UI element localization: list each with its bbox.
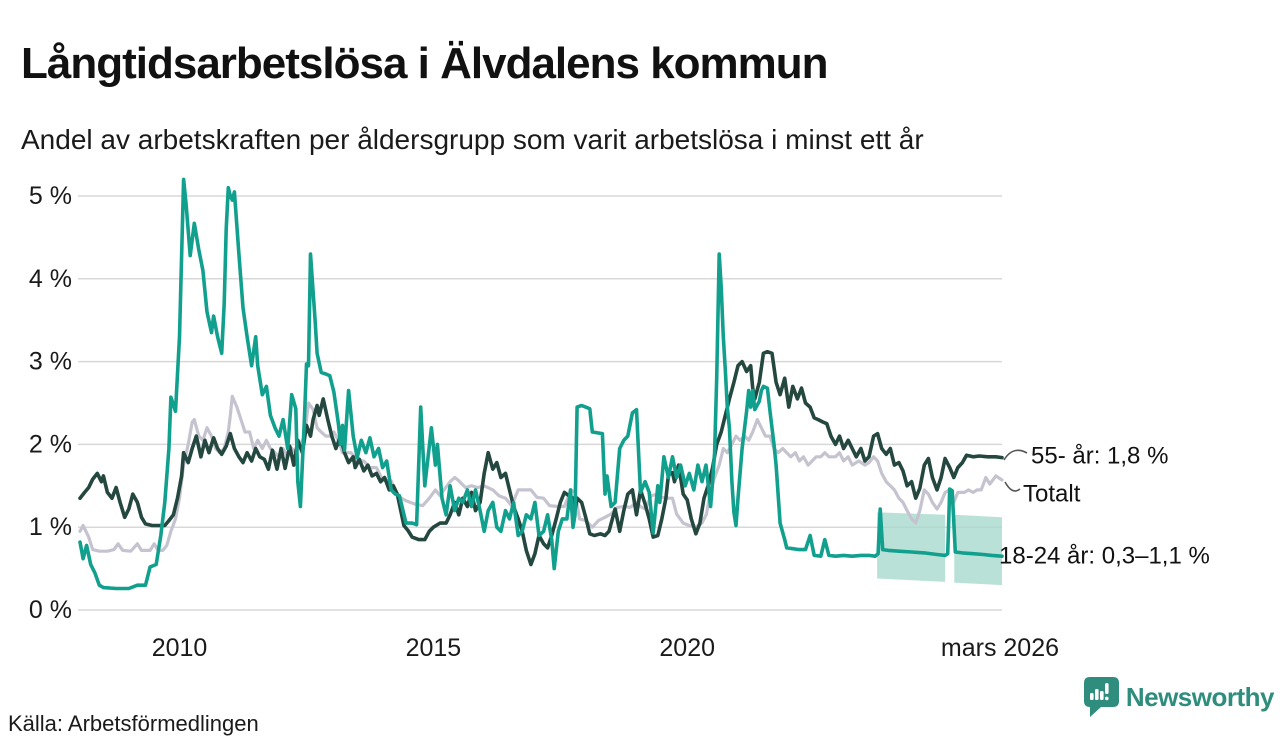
y-tick-label: 1 % xyxy=(29,513,72,541)
annotation-leader xyxy=(1003,449,1028,461)
y-tick-label: 3 % xyxy=(29,348,72,376)
page-subtitle: Andel av arbetskraften per åldersgrupp s… xyxy=(21,124,924,155)
annotation-label: 55- år: 1,8 % xyxy=(1031,443,1168,470)
series-line-Totalt xyxy=(78,394,1004,553)
newsworthy-wordmark: Newsworthy xyxy=(1125,681,1275,712)
annotation-label: Totalt xyxy=(1023,481,1081,508)
annotation-leader xyxy=(1004,481,1021,492)
x-tick-label: 2010 xyxy=(152,634,208,662)
newsworthy-logo: Newsworthy xyxy=(1083,677,1275,717)
chart-canvas: 0 % 1 % 2 % 3 % 4 % 5 % 2010 2015 2020 mars 2026 5… xyxy=(29,177,1210,662)
uncertainty-band xyxy=(954,514,1002,586)
series-line-55- år xyxy=(78,349,1004,567)
x-tick-label: mars 2026 xyxy=(941,634,1059,662)
y-tick-label: 4 % xyxy=(29,265,72,293)
source-credit: Källa: Arbetsförmedlingen xyxy=(8,711,259,736)
y-tick-label: 5 % xyxy=(29,182,72,210)
y-tick-label: 0 % xyxy=(29,596,72,624)
line-chart: 0 % 1 % 2 % 3 % 4 % 5 % 2010 2015 2020 mars 2026 5… xyxy=(0,150,1280,670)
y-tick-label: 2 % xyxy=(29,430,72,458)
uncertainty-band xyxy=(877,512,946,582)
x-tick-label: 2015 xyxy=(406,634,462,662)
series-line-18-24 år xyxy=(78,177,1004,591)
annotation-label: 18-24 år: 0,3–1,1 % xyxy=(999,543,1210,570)
page-title: Långtidsarbetslösa i Älvdalens kommun xyxy=(21,39,829,89)
x-tick-label: 2020 xyxy=(659,634,715,662)
newsworthy-bubble-chart-icon xyxy=(1083,677,1119,717)
